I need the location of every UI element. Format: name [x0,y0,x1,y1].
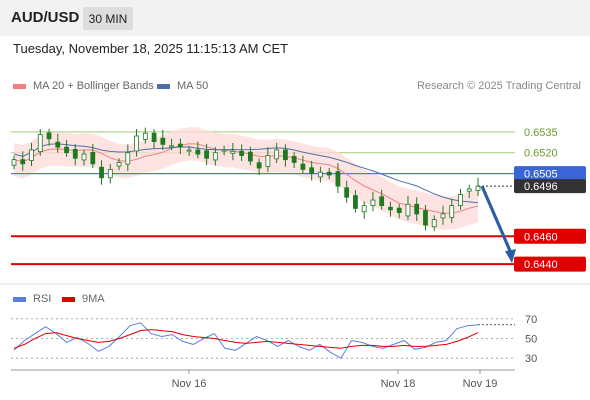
candle-body [239,150,245,156]
candle-body [212,152,218,161]
candle-body [344,187,350,198]
candle-body [300,163,306,170]
candle-body [46,132,52,140]
candle-body [186,149,192,152]
candle-body [204,150,210,159]
x-label-0: Nov 16 [172,378,207,390]
candle-body [99,166,104,179]
candle-body [274,149,280,160]
resistance-label-1: 0.6535 [524,127,558,139]
rsi-tick-30: 30 [525,353,537,365]
candle-body [230,150,236,154]
candle-body [134,135,139,152]
rsi-ma-line [13,329,479,349]
candle-body [379,196,385,207]
last-price-badge [514,179,586,194]
candle-body [107,169,113,179]
candle-body [458,194,463,207]
candle-body [414,203,420,215]
candle-body [318,171,323,178]
candle-body [177,143,183,148]
candle-body [247,151,253,162]
candle-body [256,162,262,169]
ma50-legend: MA 50 [157,80,208,92]
x-label-1: Nov 18 [381,378,416,390]
rsi-ma-swatch [62,296,75,302]
candle-body [72,148,78,159]
candle-body [64,146,69,154]
candle-body [55,141,61,148]
chart-datetime: Tuesday, November 18, 2025 11:15:13 AM C… [13,41,289,56]
forecast-arrow [480,185,513,254]
rsi-swatch [13,296,26,302]
rsi-legend: RSI [13,293,51,305]
support-badge-2 [514,256,586,272]
candle-body [326,171,332,176]
research-credit: Research © 2025 Trading Central [416,80,581,92]
x-label-2: Nov 19 [463,378,498,390]
ma50-legend-label: MA 50 [177,80,209,92]
candle-body [423,210,428,226]
support-label-2: 0.6440 [524,259,558,271]
candle-body [466,188,472,192]
candle-body [309,167,315,174]
support-badge-1 [514,228,586,244]
candle-body [11,159,17,166]
ma20-swatch [13,83,26,89]
candle-body [370,199,376,207]
timeframe-button[interactable]: 30 MIN [83,7,133,30]
candle-body [116,162,122,167]
candle-body [405,203,411,217]
ma50-line [13,143,479,204]
candle-body [431,219,437,228]
candle-body [142,132,148,140]
candle-body [125,152,131,165]
rsi-line [13,322,479,359]
candle-body [169,145,174,148]
rsi-ma-legend-label: 9MA [82,293,105,305]
candle-body [90,152,96,165]
candle-body [20,159,26,165]
candle-body [396,207,402,213]
ma50-swatch [157,83,170,89]
candle-body [221,149,227,152]
chart-header: AUD/USD 30 MIN [0,0,590,36]
ma20-line [13,143,479,214]
candle-body [37,134,43,152]
candle-body [449,205,455,218]
resistance-label-2: 0.6520 [524,148,558,160]
support-label-1: 0.6460 [524,231,558,243]
candle-body [29,149,34,161]
candle-body [440,213,446,219]
candle-body [195,149,201,155]
forecast-arrow-head [505,249,516,264]
last-price-label: 0.6496 [524,181,558,193]
current-price-badge [514,166,586,182]
candle-body [353,195,358,209]
candle-body [160,137,166,145]
candle-body [335,171,341,187]
candle-body [475,185,481,191]
rsi-legend-label: RSI [33,293,52,305]
candle-body [361,205,367,213]
symbol-title: AUD/USD [11,9,80,26]
current-price-label: 0.6505 [524,169,558,181]
ma20-legend-label: MA 20 + Bollinger Bands [33,80,154,92]
rsi-tick-50: 50 [525,334,537,346]
ma20-legend: MA 20 + Bollinger Bands [13,80,154,92]
candle-body [282,149,288,161]
candle-body [291,155,297,163]
candle-body [265,155,271,167]
candle-body [81,153,87,161]
candle-body [388,206,393,211]
candle-body [151,132,157,142]
rsi-ma-legend: 9MA [62,293,105,305]
rsi-tick-70: 70 [525,314,537,326]
